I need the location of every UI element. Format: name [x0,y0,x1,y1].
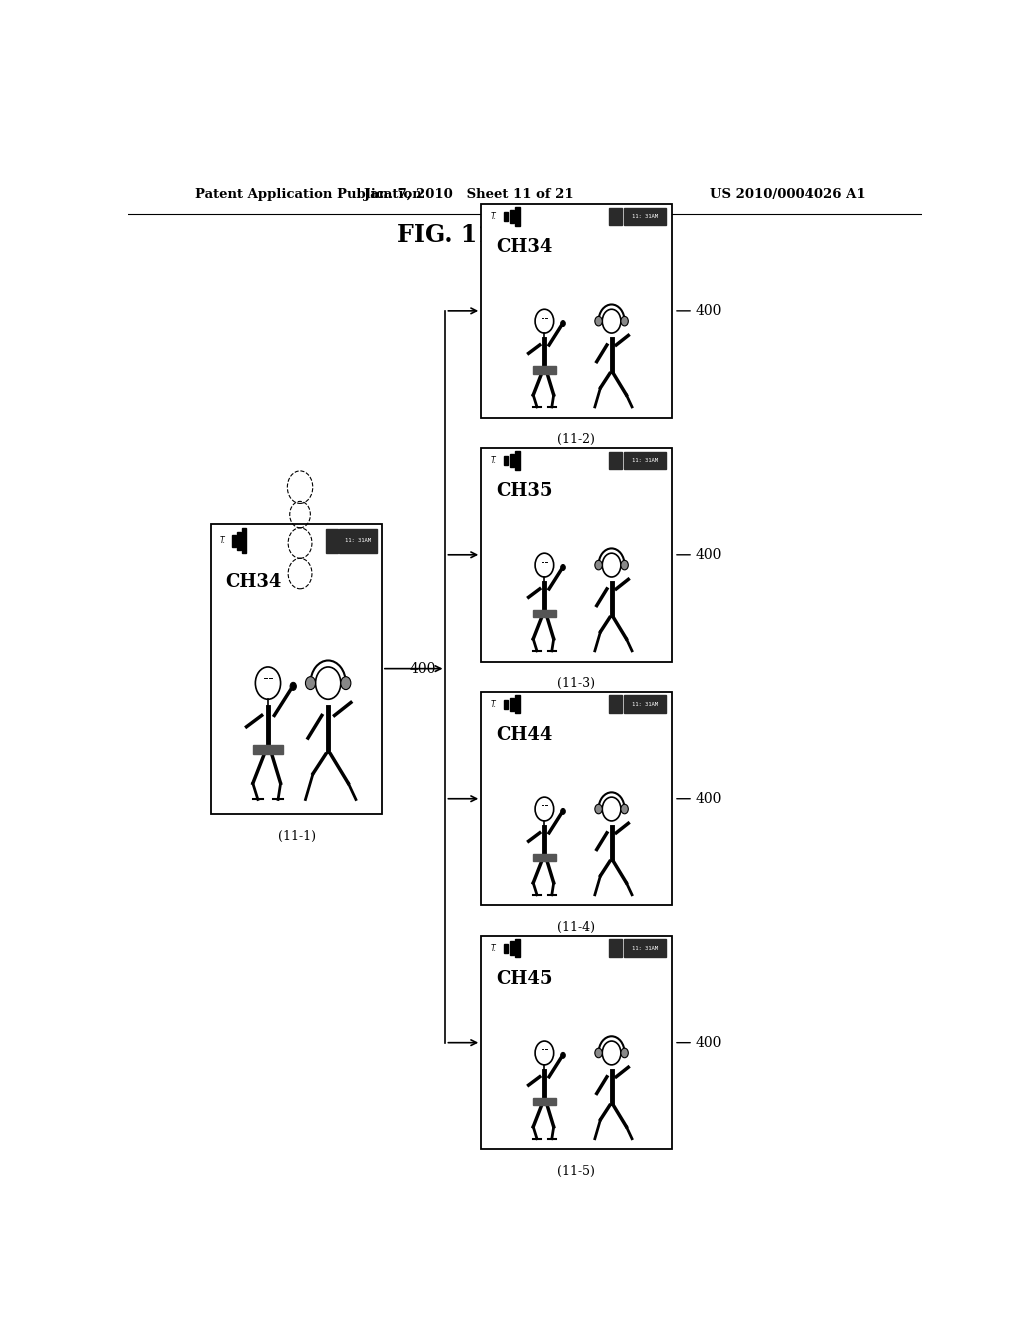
Bar [326,529,338,553]
Text: Patent Application Publication: Patent Application Publication [196,189,422,202]
Text: 400: 400 [410,661,436,676]
Bar [608,696,623,713]
Bar [608,451,623,469]
Text: T.: T. [490,700,497,709]
Text: (11-5): (11-5) [557,1166,595,1179]
Text: 11: 31AM: 11: 31AM [632,458,658,463]
Circle shape [305,677,315,689]
Bar [504,213,508,220]
Circle shape [595,560,602,570]
Bar [534,367,556,374]
Bar [624,940,666,957]
Bar [534,1098,556,1105]
Bar [504,700,508,709]
Bar [510,210,514,223]
Text: US 2010/0004026 A1: US 2010/0004026 A1 [711,189,866,202]
Text: CH35: CH35 [497,482,553,500]
Bar [211,524,382,814]
Text: CH45: CH45 [497,970,553,987]
Text: T.: T. [490,213,497,220]
Circle shape [341,677,351,689]
Text: (11-2): (11-2) [557,433,595,446]
Circle shape [595,317,602,326]
Text: 11: 31AM: 11: 31AM [632,702,658,706]
Bar [510,454,514,467]
Text: CH34: CH34 [497,238,553,256]
Bar [534,610,556,618]
Text: 400: 400 [695,548,722,562]
Text: (11-1): (11-1) [278,830,315,843]
Bar [515,939,519,957]
Text: 400: 400 [695,304,722,318]
Bar [481,447,672,661]
Bar [624,207,666,226]
Bar [481,936,672,1150]
Circle shape [595,1048,602,1057]
Bar [237,532,241,550]
Bar [515,207,519,226]
Text: (11-4): (11-4) [557,921,595,935]
Text: T.: T. [220,536,226,545]
Bar [242,528,246,553]
Bar [515,696,519,714]
Text: CH44: CH44 [497,726,553,743]
Circle shape [595,804,602,814]
Text: 11: 31AM: 11: 31AM [632,945,658,950]
Text: FIG. 11: FIG. 11 [397,223,494,247]
Circle shape [561,808,565,814]
Bar [624,451,666,469]
Bar [504,944,508,953]
Bar [608,207,623,226]
Bar [231,535,236,546]
Bar [253,744,283,754]
Bar [534,854,556,862]
Text: 400: 400 [695,1036,722,1049]
Bar [481,692,672,906]
Circle shape [561,321,565,326]
Text: 11: 31AM: 11: 31AM [345,539,371,544]
Circle shape [621,804,629,814]
Text: T.: T. [490,944,497,953]
Text: T.: T. [490,455,497,465]
Bar [515,451,519,470]
Circle shape [561,1052,565,1059]
Circle shape [561,565,565,570]
Text: (11-3): (11-3) [557,677,595,690]
Bar [624,696,666,713]
Circle shape [290,682,296,690]
Circle shape [621,560,629,570]
Circle shape [621,1048,629,1057]
Text: Jan. 7, 2010   Sheet 11 of 21: Jan. 7, 2010 Sheet 11 of 21 [365,189,574,202]
Bar [608,940,623,957]
Text: CH34: CH34 [225,573,282,591]
Text: 400: 400 [695,792,722,805]
Bar [504,455,508,465]
Bar [339,529,377,553]
Bar [481,205,672,417]
Circle shape [621,317,629,326]
Bar [510,941,514,954]
Bar [510,697,514,711]
Text: 11: 31AM: 11: 31AM [632,214,658,219]
